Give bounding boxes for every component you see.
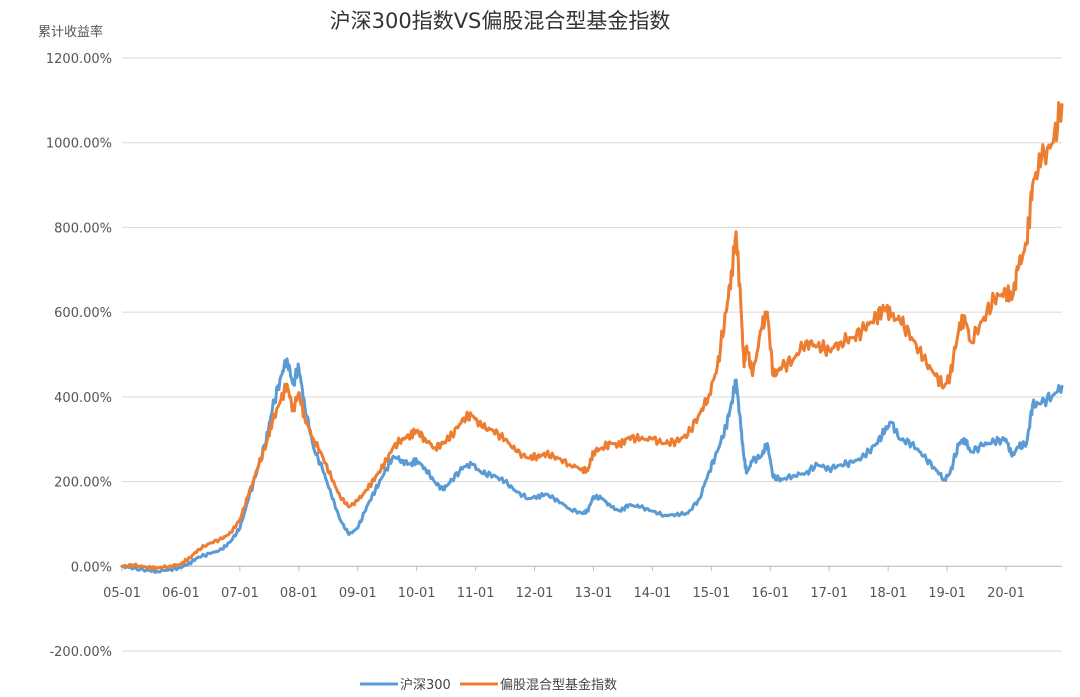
y-tick-label: 600.00% [54, 306, 112, 321]
x-tick-label: 08-01 [280, 586, 318, 601]
x-tick-label: 11-01 [457, 586, 495, 601]
y-tick-label: 800.00% [54, 221, 112, 236]
x-tick-label: 12-01 [516, 586, 554, 601]
x-tick-label: 06-01 [162, 586, 200, 601]
x-tick-label: 17-01 [810, 586, 848, 601]
series-line-hs300 [120, 357, 1064, 575]
x-tick-label: 07-01 [221, 586, 259, 601]
y-tick-label: 1200.00% [46, 52, 112, 67]
x-tick-label: 10-01 [398, 586, 436, 601]
x-tick-label: 19-01 [928, 586, 966, 601]
x-axis: 05-01 06-01 07-01 08-01 09-01 10-01 11-01 12-01… [103, 565, 1062, 601]
series-line-fund-index [120, 101, 1064, 571]
x-tick-label: 05-01 [103, 586, 141, 601]
legend-label-fund-index: 偏股混合型基金指数 [500, 677, 617, 693]
x-tick-label: 16-01 [751, 586, 789, 601]
legend-label-hs300: 沪深300 [400, 677, 451, 693]
y-axis: -200.00% 0.00% 200.00% 400.00% 600.00% 800.00… [46, 52, 112, 660]
x-tick-label: 09-01 [339, 586, 377, 601]
y-axis-label: 累计收益率 [38, 24, 103, 40]
plot-area [120, 101, 1064, 575]
y-tick-label: 1000.00% [46, 137, 112, 152]
x-tick-label: 13-01 [575, 586, 613, 601]
x-tick-label: 20-01 [987, 586, 1025, 601]
y-tick-label: -200.00% [49, 645, 112, 660]
y-tick-label: 0.00% [71, 560, 112, 575]
y-tick-label: 400.00% [54, 391, 112, 406]
x-tick-label: 15-01 [692, 586, 730, 601]
x-tick-label: 14-01 [634, 586, 672, 601]
chart-title: 沪深300指数VS偏股混合型基金指数 [330, 9, 671, 33]
x-tick-label: 18-01 [869, 586, 907, 601]
y-tick-label: 200.00% [54, 476, 112, 491]
legend: 沪深300 偏股混合型基金指数 [360, 677, 617, 693]
